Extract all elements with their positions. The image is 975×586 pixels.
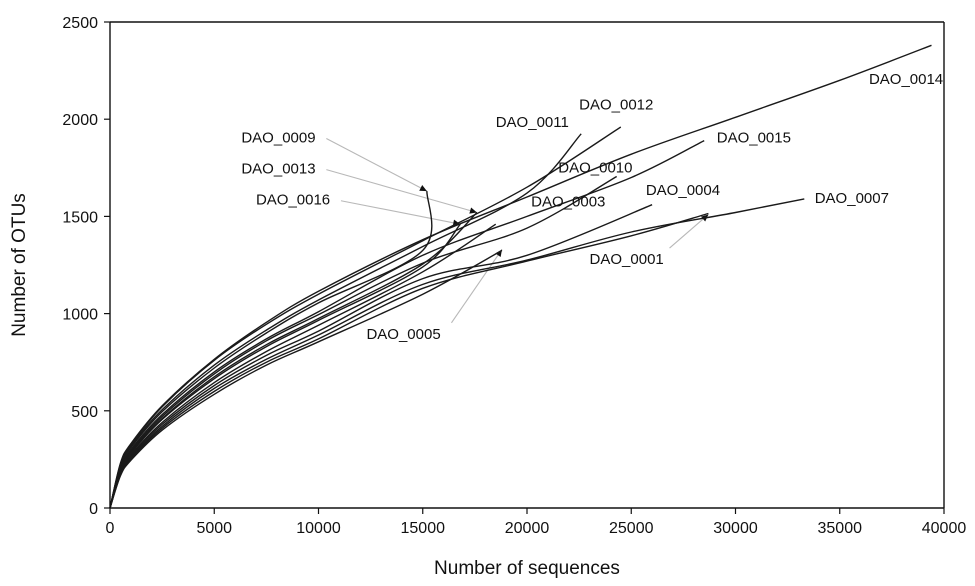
curve-label: DAO_0012 (579, 96, 653, 113)
curve-label: DAO_0001 (590, 251, 664, 268)
series-line-dao-0003 (109, 223, 497, 509)
y-tick-label: 0 (89, 501, 98, 518)
leader-arrowhead (469, 207, 477, 214)
leader-line (326, 169, 478, 214)
curve-label: DAO_0014 (869, 71, 943, 88)
x-tick-label: 15000 (401, 520, 446, 537)
x-tick-label: 0 (106, 520, 115, 537)
curve-label: DAO_0005 (366, 326, 440, 343)
leader-line (451, 249, 503, 324)
series-line-dao-0004 (109, 204, 653, 509)
curve-label: DAO_0009 (241, 130, 315, 147)
series-line-dao-0013 (109, 211, 478, 509)
x-tick-label: 10000 (296, 520, 341, 537)
series-line-dao-0015 (109, 139, 705, 509)
y-tick-label: 2000 (62, 112, 98, 129)
axes: 0 5000 10000 15000 20000 25000 30000 35000 40000… (62, 15, 966, 537)
x-tick-label: 30000 (713, 520, 758, 537)
curve-label: DAO_0013 (241, 161, 315, 178)
curve-labels: DAO_0014 DAO_0012 DAO_0011 DAO_0009 DAO_0013… (241, 71, 943, 343)
y-tick-label: 1500 (62, 209, 98, 226)
curve-label: DAO_0007 (815, 190, 889, 207)
series-line-dao-0010 (109, 175, 618, 509)
curve-label: DAO_0003 (531, 194, 605, 211)
curve-label: DAO_0004 (646, 182, 720, 199)
series-line-dao-0005 (109, 249, 503, 509)
leader-line (669, 214, 709, 249)
x-tick-label: 25000 (609, 520, 654, 537)
series-line-dao-0011 (109, 133, 582, 509)
leader-arrowhead (419, 185, 427, 192)
y-tick-label: 2500 (62, 15, 98, 32)
y-tick-label: 500 (71, 404, 98, 421)
curve-label: DAO_0016 (256, 192, 330, 209)
x-tick-label: 20000 (505, 520, 550, 537)
leader-line (326, 138, 428, 192)
series-line-dao-0007 (109, 198, 805, 509)
series-line-dao-0012 (109, 126, 622, 509)
x-tick-label: 5000 (196, 520, 232, 537)
y-axis-title: Number of OTUs (9, 193, 30, 337)
curve-label: DAO_0011 (496, 114, 569, 131)
series-curves (109, 44, 932, 509)
x-tick-label: 40000 (922, 520, 967, 537)
series-line-dao-0009 (109, 191, 433, 509)
x-tick-label: 35000 (818, 520, 863, 537)
leader-line (340, 200, 461, 225)
y-tick-label: 1000 (62, 307, 98, 324)
x-axis-title: Number of sequences (434, 558, 620, 579)
curve-label: DAO_0015 (717, 130, 791, 147)
curve-label: DAO_0010 (558, 160, 632, 177)
series-line-dao-0016 (109, 223, 461, 509)
series-line-dao-0001 (109, 212, 709, 509)
